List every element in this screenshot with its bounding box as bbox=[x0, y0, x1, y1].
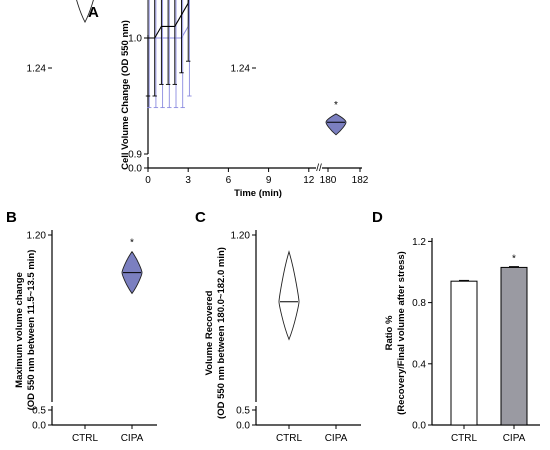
panel-label-d: D bbox=[372, 209, 383, 226]
panel-a-error-bar bbox=[145, 0, 151, 97]
panel-c-x-tick-label: CIPA bbox=[325, 433, 348, 444]
panel-b-x-tick-label: CIPA bbox=[121, 433, 144, 444]
panel-b-chart: Maximum volume change (OD 550 nm between… bbox=[14, 0, 157, 444]
panel-d-bar-cipa bbox=[500, 266, 528, 426]
panel-c-y-tick-label: 0.5 bbox=[236, 406, 250, 417]
panel-b-y-tick-label: 1.20 bbox=[27, 231, 47, 242]
panel-a-x-tick-label: 180 bbox=[320, 175, 337, 186]
panel-a-error-bar bbox=[152, 0, 157, 97]
panel-a-x-tick-label: 0 bbox=[145, 175, 151, 186]
panel-a-series-line-cipa bbox=[148, 0, 190, 39]
panel-a-error-bar bbox=[180, 0, 185, 109]
panel-d-y-tick-label: 0.8 bbox=[412, 298, 426, 309]
panel-a-x-tick-label: 6 bbox=[226, 175, 232, 186]
panel-a-error-bar bbox=[159, 0, 164, 85]
panel-b-x-tick-label: CTRL bbox=[72, 433, 99, 444]
panel-b-y-tick-label: 1.24 bbox=[27, 64, 47, 75]
panel-c-significance-marker: * bbox=[334, 100, 338, 111]
panel-c-y-tick-label: 0.0 bbox=[236, 421, 250, 432]
panel-a-y-tick-label: 0.9 bbox=[128, 150, 142, 161]
panel-c-x-tick-label: CTRL bbox=[276, 433, 303, 444]
panel-c-y-tick-label: 1.24 bbox=[231, 64, 251, 75]
panel-label-a: A bbox=[88, 4, 99, 21]
panel-a-error-bar bbox=[165, 0, 171, 85]
panel-d-y-tick-label: 0.4 bbox=[412, 359, 426, 370]
panel-b-y-tick-label: 0.0 bbox=[32, 421, 46, 432]
panel-a-x-tick-label: 3 bbox=[185, 175, 191, 186]
panel-d-y-tick-label: 1.2 bbox=[412, 237, 426, 248]
panel-a-x-tick-label: 12 bbox=[303, 175, 315, 186]
panel-label-b: B bbox=[6, 209, 17, 226]
panel-a-error-bar bbox=[172, 0, 177, 85]
panel-c-y-tick-label: 1.20 bbox=[231, 231, 251, 242]
panel-a-error-bar bbox=[186, 0, 191, 62]
panel-c-violin-ctrl bbox=[278, 250, 300, 341]
panel-d-significance-marker: * bbox=[512, 253, 516, 264]
panel-a-xlabel: Time (min) bbox=[234, 188, 282, 199]
panel-a-y-tick-label: 0.0 bbox=[128, 164, 142, 175]
panel-d-x-tick-label: CIPA bbox=[503, 433, 526, 444]
panel-a-axis-break: // bbox=[316, 163, 322, 174]
panel-d-bar-ctrl bbox=[450, 280, 478, 426]
panel-a-error-bar bbox=[179, 0, 184, 74]
panel-b-violin-ctrl bbox=[76, 0, 94, 24]
panel-d-y-tick-label: 0.0 bbox=[412, 421, 426, 432]
panel-c-chart: Volume Recovered (OD 550 nm between 180.… bbox=[204, 64, 361, 444]
panel-c-violin-cipa bbox=[325, 113, 347, 136]
panel-label-c: C bbox=[195, 209, 206, 226]
panel-a-x-tick-label: 182 bbox=[352, 175, 369, 186]
panel-a-chart: Cell Volume Change (OD 550 nm) Time (min… bbox=[120, 0, 369, 199]
panel-c-ylabel2: (OD 550 nm between 180.0~182.0 min) bbox=[216, 247, 227, 419]
panel-d-x-tick-label: CTRL bbox=[451, 433, 478, 444]
panel-d-chart: Ratio % (Recovery/Final volume after str… bbox=[384, 237, 540, 444]
panel-c-ylabel: Volume Recovered bbox=[204, 290, 215, 375]
panel-b-ylabel2: (OD 550 nm between 11.5~13.5 min) bbox=[26, 250, 37, 411]
panel-d-ylabel2: (Recovery/Final volume after stress) bbox=[396, 251, 407, 415]
panel-b-significance-marker: * bbox=[130, 238, 134, 249]
panel-a-error-bar bbox=[153, 0, 159, 109]
panel-a-y-tick-label: 1.0 bbox=[128, 34, 142, 45]
panel-a-series-line-ctrl bbox=[148, 0, 189, 39]
panel-a-ylabel: Cell Volume Change (OD 550 nm) bbox=[120, 20, 131, 170]
panel-b-ylabel: Maximum volume change bbox=[14, 272, 25, 388]
panel-a-error-bar bbox=[187, 0, 192, 97]
panel-b-y-tick-label: 0.5 bbox=[32, 406, 46, 417]
panel-d-ylabel: Ratio % bbox=[384, 315, 395, 350]
panel-a-x-tick-label: 9 bbox=[266, 175, 272, 186]
